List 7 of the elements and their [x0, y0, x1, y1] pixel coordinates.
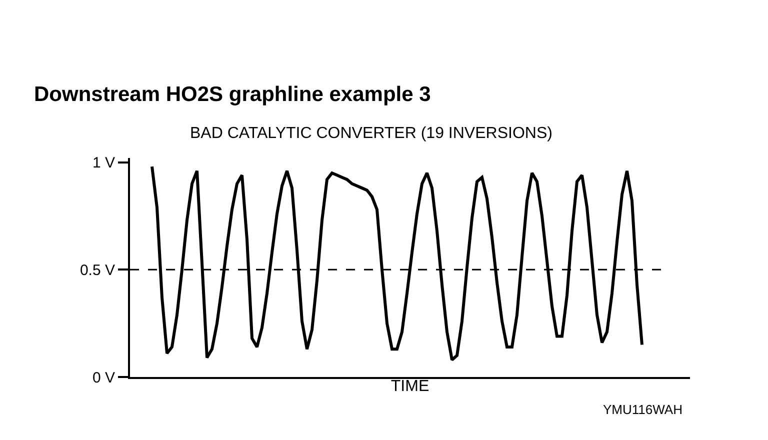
- chart-title: Downstream HO2S graphline example 3: [34, 83, 431, 106]
- y-tick-label: 0 V: [92, 369, 115, 386]
- y-tick-label: 1 V: [92, 154, 115, 172]
- x-axis-title: TIME: [390, 378, 430, 396]
- chart-subtitle: BAD CATALYTIC CONVERTER (19 INVERSIONS): [190, 125, 552, 142]
- y-tick-label: 0.5 V: [80, 262, 115, 279]
- text: YMU116WAH: [603, 402, 682, 417]
